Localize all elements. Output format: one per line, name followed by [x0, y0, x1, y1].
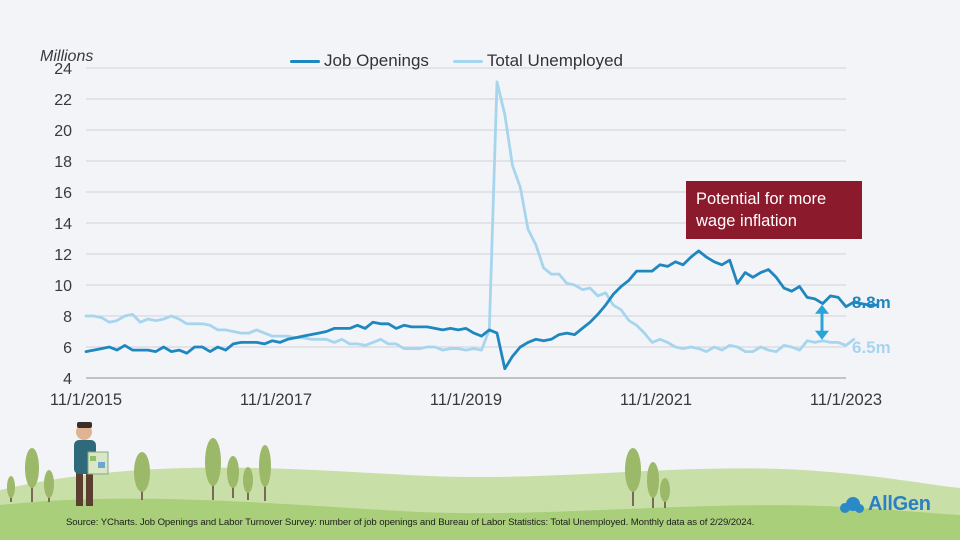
y-tick-label: 6: [63, 340, 72, 357]
x-tick-label: 11/1/2019: [430, 391, 502, 409]
x-axis-ticks: 11/1/2015 11/1/2017 11/1/2019 11/1/2021 11/1…: [50, 391, 882, 409]
x-tick-label: 11/1/2023: [810, 391, 882, 409]
y-tick-label: 20: [54, 123, 72, 140]
y-tick-label: 24: [54, 61, 72, 78]
brand-logo: AllGen: [840, 493, 931, 516]
cloud-logo-icon: [840, 495, 864, 515]
series-line-job-openings: [84, 249, 879, 371]
y-tick-label: 4: [63, 371, 72, 388]
legend-label-total-unemployed: Total Unemployed: [486, 51, 623, 70]
gap-arrow-head-down: [815, 330, 829, 340]
gap-arrow-head-up: [815, 304, 829, 314]
y-tick-label: 12: [54, 247, 72, 264]
series-lines: [84, 80, 879, 371]
y-tick-label: 8: [63, 309, 72, 326]
source-footnote: Source: YCharts. Job Openings and Labor …: [66, 517, 755, 528]
y-tick-label: 16: [54, 185, 72, 202]
job-openings-end-label: 8.8m: [852, 293, 891, 312]
legend-label-job-openings: Job Openings: [324, 51, 429, 70]
y-tick-label: 14: [54, 216, 72, 233]
y-tick-label: 10: [54, 278, 72, 295]
x-tick-label: 11/1/2015: [50, 391, 122, 409]
y-axis-ticks: 4 6 8 10 12 14 16 18 20 22 24: [54, 61, 72, 388]
chart-legend: Job Openings Total Unemployed: [290, 51, 647, 71]
wage-inflation-callout: Potential for more wage inflation: [686, 181, 862, 239]
legend-item-total-unemployed: Total Unemployed: [452, 51, 623, 71]
legend-item-job-openings: Job Openings: [290, 51, 429, 71]
y-tick-label: 18: [54, 154, 72, 171]
gridlines: [86, 67, 846, 379]
y-tick-label: 22: [54, 92, 72, 109]
gap-arrow-icon: [815, 304, 829, 340]
legend-swatch-job-openings: [290, 59, 320, 63]
total-unemployed-end-label: 6.5m: [852, 338, 891, 357]
legend-swatch-total-unemployed: [452, 59, 483, 63]
brand-name: AllGen: [868, 493, 931, 515]
series-line-total-unemployed: [84, 80, 856, 353]
x-tick-label: 11/1/2017: [240, 391, 312, 409]
y-axis-unit-label: Millions: [40, 48, 94, 65]
x-tick-label: 11/1/2021: [620, 391, 692, 409]
